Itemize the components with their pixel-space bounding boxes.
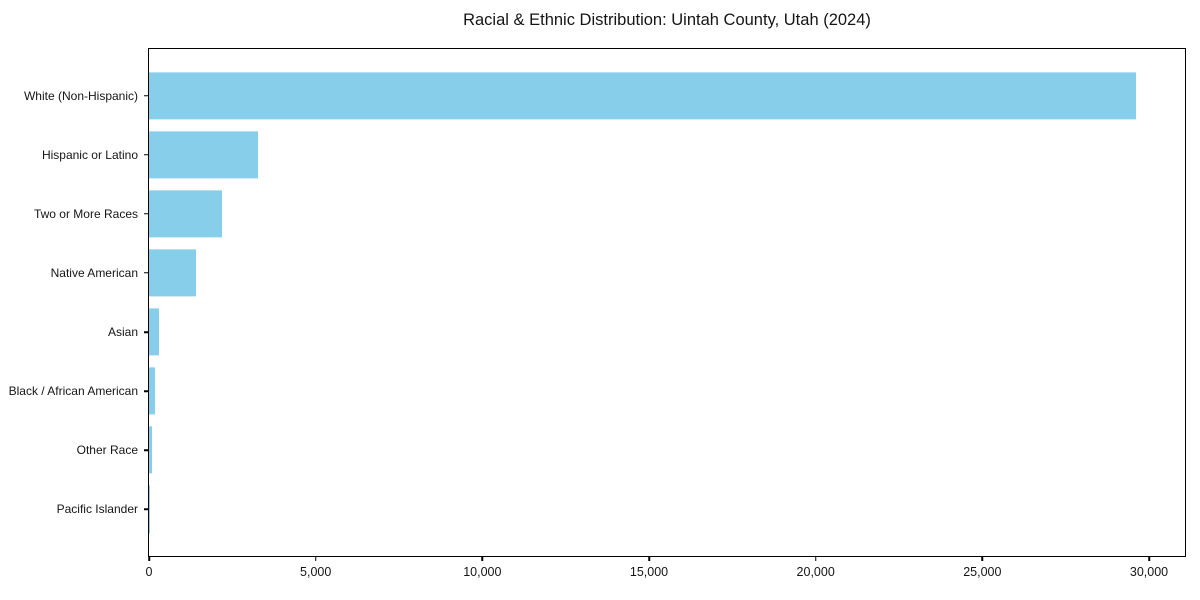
x-axis-tick-label: 0 — [145, 565, 153, 579]
chart-title: Racial & Ethnic Distribution: Uintah Cou… — [463, 11, 871, 29]
y-axis-label: Black / African American — [8, 384, 138, 399]
y-axis-tick — [144, 390, 149, 392]
plot-area: White (Non-Hispanic) Hispanic or Latino Tw… — [9, 48, 1186, 579]
y-axis-tick — [144, 331, 149, 333]
y-axis-label: Two or More Races — [33, 206, 138, 221]
bar — [149, 131, 258, 179]
bar — [149, 72, 1136, 120]
y-axis-tick — [144, 272, 149, 274]
bar — [149, 308, 159, 356]
bar — [149, 426, 153, 474]
bar — [149, 367, 155, 415]
x-axis-tick — [1148, 556, 1150, 561]
x-axis-tick — [148, 556, 150, 561]
y-axis-tick — [144, 94, 149, 97]
y-axis-label: Pacific Islander — [56, 502, 138, 517]
bar — [149, 485, 150, 533]
x-axis-tick-label: 5,000 — [300, 565, 332, 579]
x-axis-tick-label: 30,000 — [1129, 565, 1169, 579]
y-axis-tick — [144, 508, 149, 511]
x-axis-tick — [314, 556, 317, 561]
y-axis-label: Hispanic or Latino — [41, 147, 138, 162]
y-axis-label: Native American — [50, 265, 138, 280]
x-axis-tick — [481, 556, 484, 561]
y-axis-tick — [144, 154, 149, 156]
bar — [149, 249, 196, 297]
x-axis-tick-label: 15,000 — [629, 565, 669, 579]
x-axis-tick — [981, 556, 984, 561]
x-axis-tick-label: 10,000 — [463, 565, 502, 579]
x-axis-tick — [814, 556, 817, 561]
bar — [149, 190, 223, 238]
y-axis-label: Asian — [107, 325, 138, 340]
y-axis-tick — [144, 213, 149, 215]
y-axis-tick — [144, 449, 149, 451]
x-axis-tick-label: 20,000 — [796, 565, 835, 579]
y-axis-label: White (Non-Hispanic) — [23, 88, 138, 103]
y-axis-label: Other Race — [76, 443, 138, 458]
x-axis-tick — [648, 556, 650, 561]
x-axis-tick-label: 25,000 — [963, 565, 1002, 579]
